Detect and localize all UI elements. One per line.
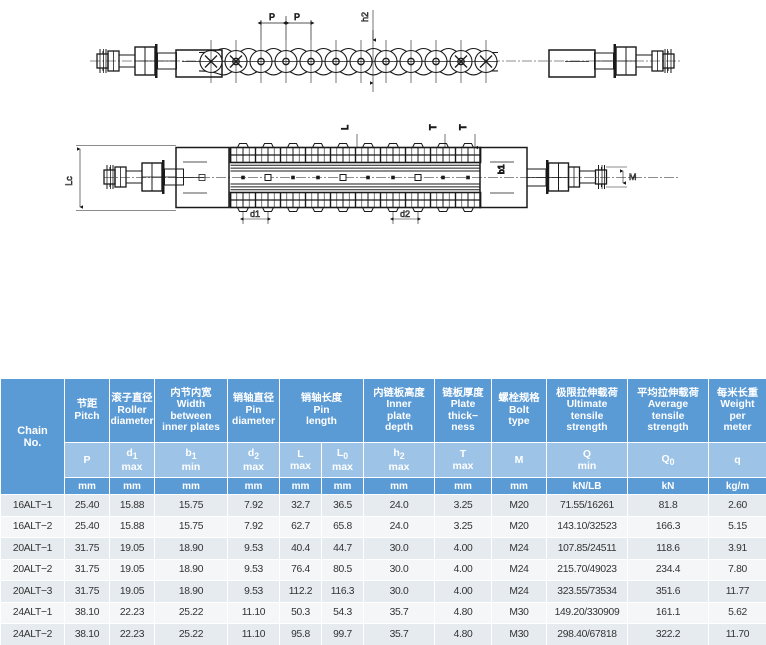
svg-text:P: P: [294, 12, 300, 22]
svg-text:L: L: [340, 125, 350, 130]
svg-text:d2: d2: [400, 209, 410, 219]
svg-text:b1: b1: [496, 164, 506, 174]
svg-text:M: M: [629, 172, 637, 182]
svg-text:T: T: [458, 124, 468, 130]
svg-text:T: T: [428, 124, 438, 130]
svg-text:d1: d1: [250, 209, 260, 219]
svg-text:h2: h2: [360, 12, 370, 22]
svg-text:P: P: [269, 12, 275, 22]
svg-text:Lc: Lc: [64, 176, 74, 186]
